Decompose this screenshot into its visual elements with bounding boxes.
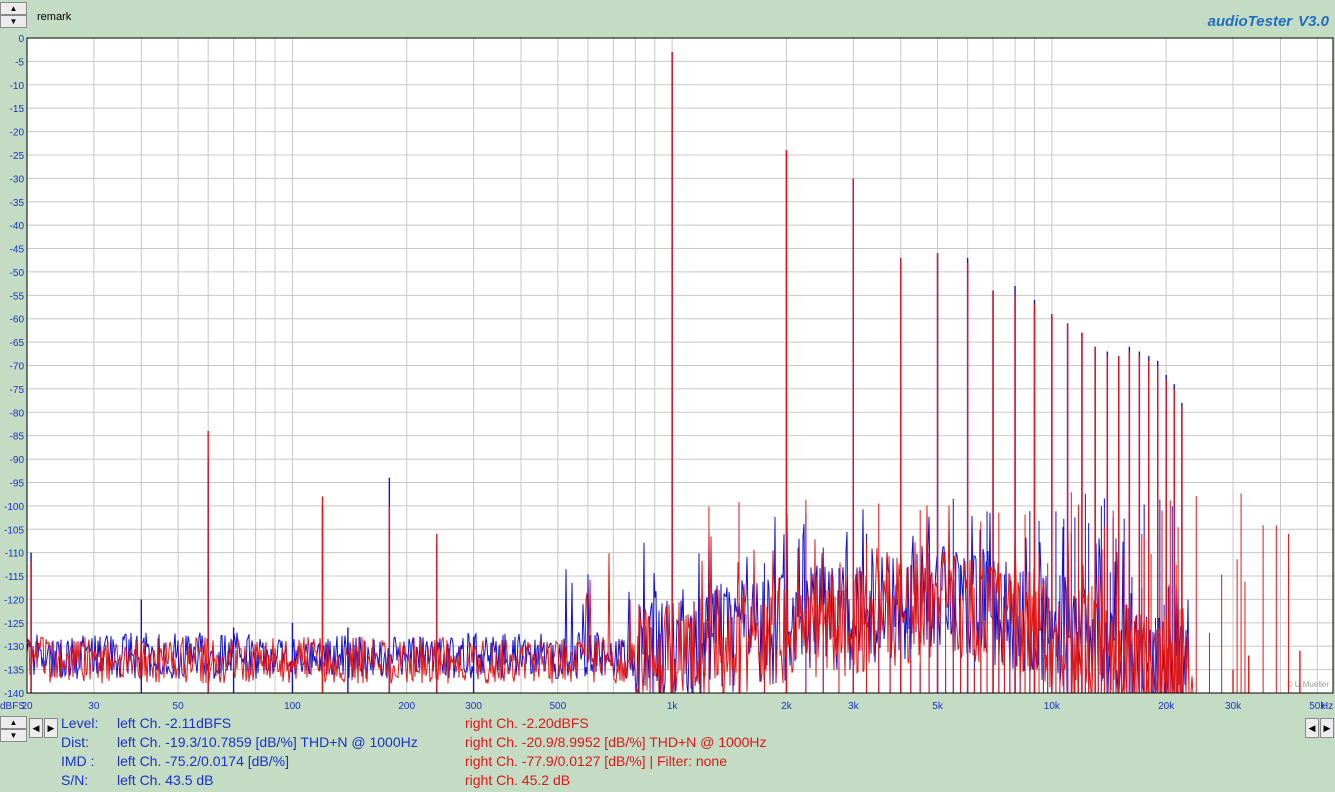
x-tick-label: 10k xyxy=(1044,701,1061,712)
x-tick-label: 500 xyxy=(549,701,566,712)
x-scroll-left-icon[interactable]: ◀ xyxy=(1305,718,1319,738)
y-tick-label: -25 xyxy=(10,151,25,162)
readout-left-imd: left Ch. -75.2/0.0174 [dB/%] xyxy=(117,753,289,769)
y-tick-label: -15 xyxy=(10,104,25,115)
remark-label: remark xyxy=(37,11,72,23)
y-tick-label: -45 xyxy=(10,245,25,256)
scroll-left-icon[interactable]: ◀ xyxy=(29,718,43,738)
readout-spin-up-button[interactable]: ▲ xyxy=(0,716,27,729)
x-tick-label: 30k xyxy=(1225,701,1242,712)
readout-row-dist: Dist: xyxy=(61,734,89,750)
app-version: V3.0 xyxy=(1298,13,1329,30)
y-tick-label: -105 xyxy=(4,525,24,536)
x-tick-label: 20k xyxy=(1158,701,1175,712)
y-tick-label: -120 xyxy=(4,595,24,606)
y-tick-label: -140 xyxy=(4,689,24,700)
readout-right-sn: right Ch. 45.2 dB xyxy=(465,772,571,788)
y-tick-label: -10 xyxy=(10,81,25,92)
readout-label: Dist: xyxy=(61,734,89,750)
y-tick-label: -80 xyxy=(10,408,25,419)
app-brand: audioTester V3.0 xyxy=(1208,13,1329,30)
readout-row-imd: IMD : xyxy=(61,753,94,769)
readout-right-imd: right Ch. -77.9/0.0127 [dB/%] | Filter: … xyxy=(465,753,728,769)
y-tick-label: -115 xyxy=(5,572,25,583)
y-tick-label: -20 xyxy=(10,128,25,139)
readout-spin-down-button[interactable]: ▼ xyxy=(0,729,27,742)
y-tick-label: -55 xyxy=(10,291,25,302)
x-tick-label: 2k xyxy=(781,701,793,712)
x-tick-label: 20 xyxy=(21,701,33,712)
readout-left-sn: left Ch. 43.5 dB xyxy=(117,772,214,788)
watermark: © U.Mueller xyxy=(1287,680,1330,689)
series-right xyxy=(26,52,1333,694)
x-tick-label: 1k xyxy=(667,701,679,712)
readout-right-dist: right Ch. -20.9/8.9952 [dB/%] THD+N @ 10… xyxy=(465,734,767,750)
x-tick-label: 50k xyxy=(1309,701,1326,712)
y-tick-label: -5 xyxy=(15,57,24,68)
noise-trace xyxy=(26,505,1333,694)
y-tick-label: -90 xyxy=(10,455,25,466)
top-toolbar: ▲ ▼ remark audioTester V3.0 xyxy=(0,0,1335,38)
y-tick-label: -75 xyxy=(10,385,25,396)
x-tick-label: 300 xyxy=(465,701,482,712)
y-tick-label: -95 xyxy=(10,478,25,489)
readout-label: Level: xyxy=(61,715,99,731)
readout-left-level: left Ch. -2.11dBFS xyxy=(117,715,232,731)
y-tick-label: -60 xyxy=(10,315,25,326)
x-scroll-right-icon[interactable]: ▶ xyxy=(1320,718,1334,738)
y-tick-label: -130 xyxy=(4,642,24,653)
x-tick-label: 3k xyxy=(848,701,860,712)
y-tick-label: -110 xyxy=(5,549,25,560)
readout-left-dist: left Ch. -19.3/10.7859 [dB/%] THD+N @ 10… xyxy=(117,734,418,750)
y-tick-label: -100 xyxy=(4,502,24,513)
x-tick-label: 30 xyxy=(88,701,100,712)
readout-right-level: right Ch. -2.20dBFS xyxy=(465,715,589,731)
x-tick-label: 200 xyxy=(398,701,415,712)
app-title: audioTester xyxy=(1207,13,1293,30)
readout-row-sn: S/N: xyxy=(61,772,88,788)
x-unit-label: Hz xyxy=(1321,701,1333,712)
readout-row-level: Level: xyxy=(61,715,98,731)
x-tick-label: 5k xyxy=(932,701,944,712)
readout-panel: ▲ ▼ ◀ ▶ ◀ ▶ Level: left Ch. -2.11dBFS ri… xyxy=(0,714,1335,792)
x-tick-label: 50 xyxy=(173,701,185,712)
spectrum-chart[interactable]: 0 -5 -10 -15 -20 -25 -30 -35 -40 -45 -50 -55 -60 -65 -… xyxy=(0,30,1335,714)
x-tick-label: 100 xyxy=(284,701,301,712)
y-tick-label: -40 xyxy=(10,221,25,232)
y-tick-label: -50 xyxy=(10,268,25,279)
plot-frame xyxy=(26,37,1334,694)
y-tick-label: -35 xyxy=(10,198,25,209)
y-tick-label: -70 xyxy=(10,362,25,373)
readout-label: IMD : xyxy=(61,753,95,769)
y-tick-label: -85 xyxy=(10,432,25,443)
y-unit-label: dBFS xyxy=(0,701,25,712)
y-tick-label: -135 xyxy=(4,666,24,677)
y-tick-label: -30 xyxy=(10,174,25,185)
spin-up-button[interactable]: ▲ xyxy=(0,2,27,15)
scroll-right-icon[interactable]: ▶ xyxy=(44,718,58,738)
y-tick-label: -125 xyxy=(4,619,24,630)
readout-label: S/N: xyxy=(61,772,89,788)
y-tick-label: -65 xyxy=(10,338,25,349)
spin-down-button[interactable]: ▼ xyxy=(0,15,27,28)
y-tick-label: 0 xyxy=(18,34,24,45)
